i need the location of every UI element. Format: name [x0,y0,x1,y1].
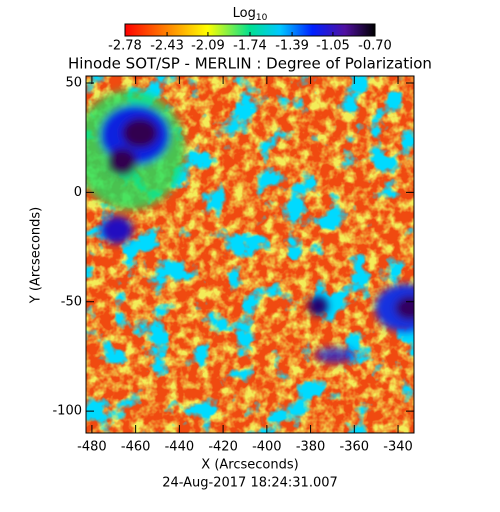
y-axis-label: Y (Arcseconds) [29,207,44,304]
date: 24-Aug-2017 18:24:31.007 [162,476,338,491]
x-tick-label: -480 [77,440,107,455]
x-tick-label: -400 [252,440,282,455]
colorbar-tick-label: -1.05 [316,39,350,54]
chart-title: Hinode SOT/SP - MERLIN : Degree of Polar… [68,55,432,73]
x-tick-label: -440 [165,440,195,455]
colorbar-tick-label: -2.78 [108,39,142,54]
x-tick-label: -360 [340,440,370,455]
colorbar-tick-label: -2.09 [191,39,225,54]
x-tick-label: -460 [121,440,151,455]
image [86,76,414,433]
y-tick-label: 0 [74,185,82,200]
colorbar-tick-label: -0.70 [358,39,392,54]
colorbar-tick-label: -1.74 [233,39,267,54]
colorbar-frame [124,23,376,37]
y-tick-label: 50 [65,76,82,91]
x-axis-label: X (Arcseconds) [201,458,298,473]
y-tick-label: -100 [52,404,82,419]
colorbar-tick-label: -1.39 [275,39,309,54]
y-tick-label: -50 [61,294,82,309]
colorbar-tick-label: -2.43 [150,39,184,54]
colorbar-label: Log10 [233,6,268,23]
x-tick-label: -380 [296,440,326,455]
plot-frame [85,75,415,434]
x-tick-label: -340 [383,440,413,455]
x-tick-label: -420 [208,440,238,455]
colorbar [125,24,375,36]
